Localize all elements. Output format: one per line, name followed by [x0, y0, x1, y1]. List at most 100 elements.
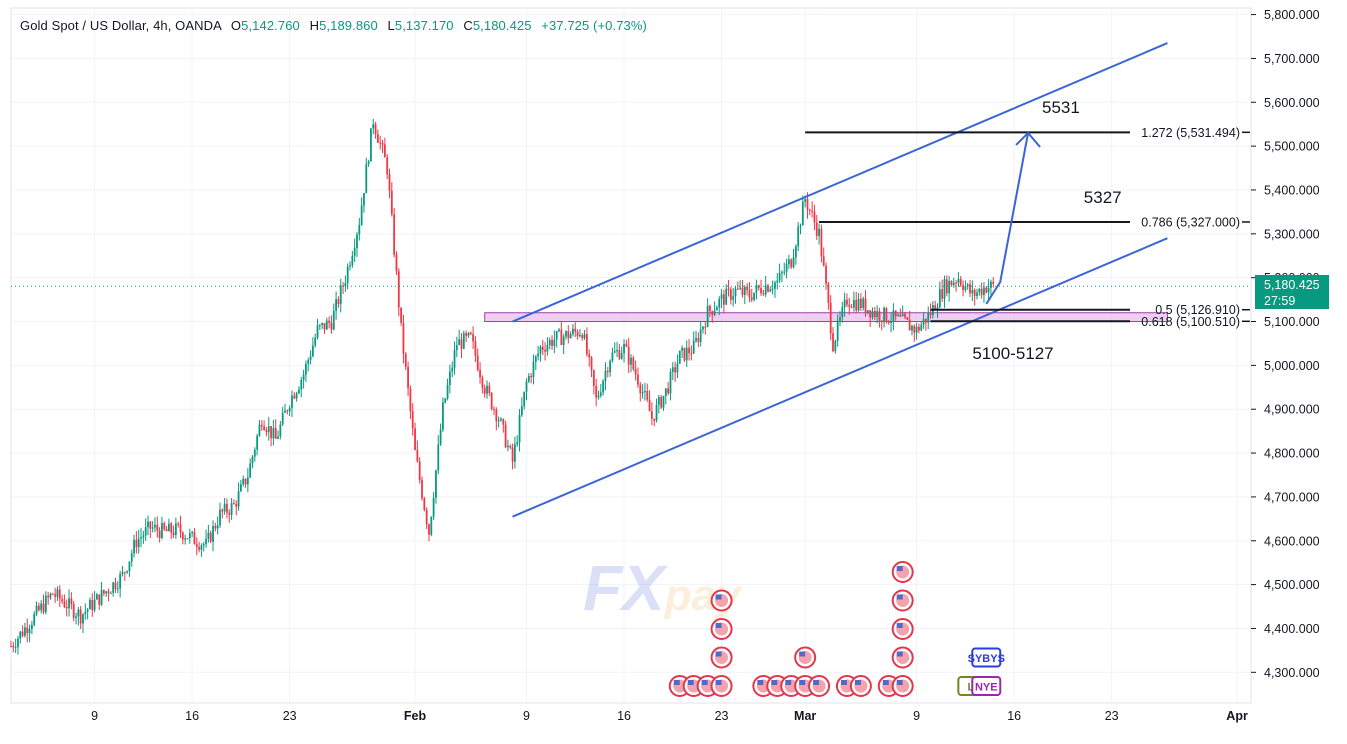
candle-body	[370, 128, 372, 162]
x-tick-label: 9	[523, 709, 530, 723]
candle-body	[885, 307, 888, 322]
candle-body	[760, 287, 762, 294]
candle-body	[674, 367, 677, 373]
candle-body	[191, 531, 194, 534]
candle-body	[455, 345, 458, 351]
candle-body	[428, 524, 430, 535]
candle-body	[77, 609, 80, 617]
candle-body	[980, 288, 983, 296]
candle-body	[595, 385, 598, 398]
candle-body	[28, 628, 31, 634]
candle-body	[96, 594, 98, 600]
candle-body	[293, 395, 296, 399]
candle-body	[286, 410, 289, 412]
flag-canton	[854, 680, 861, 685]
candle-body	[964, 286, 967, 290]
candle-body	[627, 346, 630, 365]
candle-body	[40, 603, 43, 611]
candle-body	[404, 353, 407, 367]
candle-body	[553, 339, 556, 346]
candle-body	[91, 599, 94, 611]
candle-body	[174, 523, 177, 535]
annotations: 1.272 (5,531.494) 0.786 (5,327.000) 0.5 (5…	[512, 42, 1250, 518]
candle-body	[676, 363, 679, 373]
badge-box	[971, 676, 1002, 696]
y-tick-label: 4,500.000	[1264, 578, 1320, 592]
x-tick-label: 9	[91, 709, 98, 723]
candle-body	[739, 287, 742, 289]
candle-body	[644, 391, 646, 393]
y-tick-label: 5,800.000	[1264, 8, 1320, 22]
y-tick-label: 5,400.000	[1264, 183, 1320, 197]
candle-body	[226, 503, 228, 513]
candle-body	[26, 627, 29, 634]
fib-label-1.272: 1.272 (5,531.494)	[1141, 126, 1240, 140]
candle-body	[474, 341, 477, 356]
candle-body	[346, 266, 349, 284]
bar-countdown: 27:59	[1264, 294, 1296, 308]
candle-body	[688, 347, 690, 354]
y-tick-label: 5,000.000	[1264, 359, 1320, 373]
candle-body	[778, 272, 781, 281]
candle-body	[541, 346, 544, 350]
candle-body	[116, 588, 119, 590]
candle-body	[706, 305, 709, 327]
candle-body	[653, 418, 656, 421]
flag-canton	[785, 680, 792, 685]
fib-label-0.618: 0.618 (5,100.510)	[1141, 315, 1240, 329]
candle-body	[184, 538, 187, 540]
candle-body	[599, 392, 602, 396]
candle-body	[126, 571, 129, 573]
candle-body	[897, 314, 899, 317]
candle-body	[479, 369, 481, 378]
candle-body	[147, 521, 149, 528]
us-flag-icon	[710, 618, 733, 640]
candle-body	[502, 419, 505, 425]
candle-body	[869, 310, 872, 318]
flag-canton	[687, 680, 694, 685]
candle-body	[616, 350, 618, 352]
candle-body	[130, 553, 133, 562]
candle-body	[219, 509, 221, 526]
candle-body	[820, 228, 823, 257]
candle-body	[70, 598, 73, 604]
candle-body	[432, 497, 435, 517]
candle-body	[634, 368, 637, 375]
us-flag-icon	[710, 646, 733, 669]
low-value: 5,137.170	[394, 18, 454, 33]
candle-body	[574, 328, 577, 332]
candle-body	[35, 605, 38, 614]
candle-body	[532, 361, 535, 378]
candle-body	[86, 609, 89, 612]
candle-body	[516, 442, 519, 445]
x-tick-label: 16	[1007, 709, 1021, 723]
candle-body	[318, 325, 321, 327]
candle-body	[481, 377, 484, 388]
candle-body	[736, 288, 739, 290]
candle-body	[664, 388, 667, 396]
candle-body	[794, 246, 797, 258]
candle-body	[258, 424, 261, 436]
support-zone	[484, 312, 1168, 323]
candle-body	[123, 572, 126, 574]
candle-body	[857, 298, 860, 311]
candle-body	[808, 209, 811, 211]
candle-body	[142, 535, 145, 538]
candle-body	[328, 320, 331, 324]
y-tick-label: 4,400.000	[1264, 622, 1320, 636]
candle-body	[228, 512, 231, 515]
candle-body	[239, 484, 242, 492]
candle-body	[755, 285, 758, 293]
candle-body	[30, 624, 33, 629]
candle-body	[955, 282, 957, 284]
candle-body	[952, 282, 955, 286]
candle-body	[966, 284, 969, 287]
flag-canton	[840, 680, 847, 685]
candle-body	[562, 336, 565, 345]
watermark-fx: FX	[583, 552, 668, 624]
candle-body	[490, 393, 493, 409]
candle-body	[934, 305, 937, 311]
candle-body	[832, 333, 834, 352]
